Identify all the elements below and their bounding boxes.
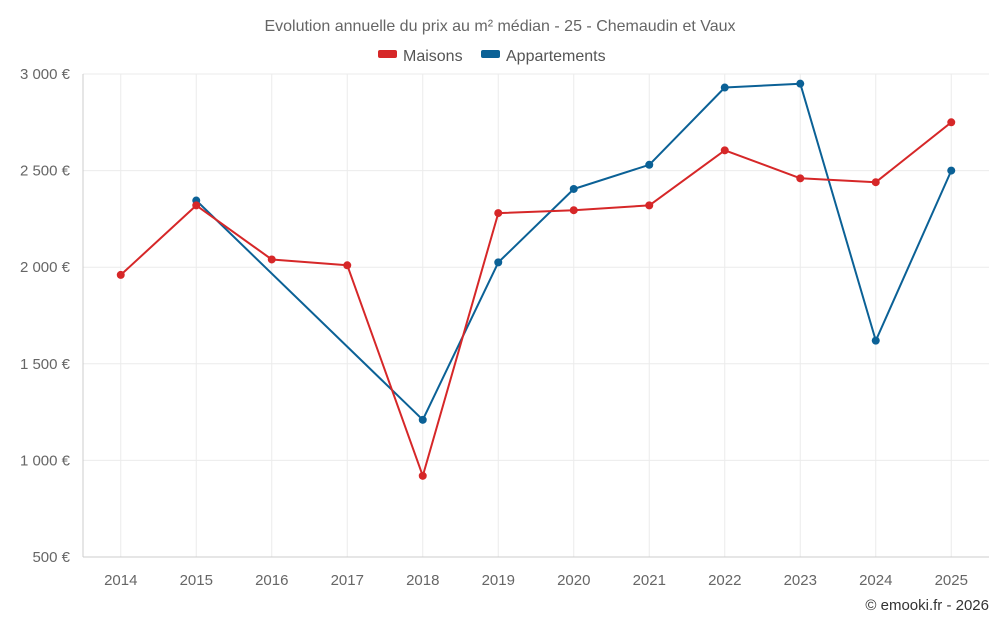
grid (83, 73, 989, 557)
legend-item-appartements[interactable]: Appartements (481, 48, 606, 65)
y-tick-label: 500 € (32, 549, 70, 566)
x-tick-label: 2015 (180, 572, 213, 589)
legend-label-appartements: Appartements (506, 48, 606, 65)
x-tick-label: 2014 (104, 572, 137, 589)
legend: Maisons Appartements (378, 48, 606, 65)
y-tick-label: 1 500 € (20, 356, 71, 373)
data-point-appartements[interactable] (871, 336, 880, 345)
credit-text: © emooki.fr - 2026 (865, 597, 989, 614)
x-tick-label: 2019 (482, 572, 515, 589)
legend-swatch-appartements (481, 50, 500, 58)
x-tick-label: 2023 (784, 572, 817, 589)
data-point-maisons[interactable] (796, 174, 805, 183)
data-point-maisons[interactable] (116, 270, 125, 279)
data-point-maisons[interactable] (494, 209, 503, 218)
x-tick-label: 2021 (633, 572, 666, 589)
x-tick-label: 2017 (331, 572, 364, 589)
data-point-appartements[interactable] (645, 160, 654, 169)
data-point-appartements[interactable] (494, 258, 503, 267)
data-point-maisons[interactable] (418, 471, 427, 480)
data-point-appartements[interactable] (796, 79, 805, 88)
data-point-maisons[interactable] (871, 178, 880, 187)
series-line-maisons (120, 121, 952, 477)
x-tick-label: 2024 (859, 572, 892, 589)
data-point-maisons[interactable] (267, 255, 276, 264)
series (116, 79, 956, 480)
y-tick-label: 1 000 € (20, 452, 71, 469)
data-point-maisons[interactable] (947, 118, 956, 127)
data-point-maisons[interactable] (645, 201, 654, 210)
x-tick-label: 2025 (935, 572, 968, 589)
y-tick-label: 2 500 € (20, 163, 71, 180)
data-point-appartements[interactable] (569, 184, 578, 193)
data-point-maisons[interactable] (192, 201, 201, 210)
data-point-maisons[interactable] (343, 261, 352, 270)
y-tick-label: 3 000 € (20, 66, 71, 83)
x-tick-label: 2018 (406, 572, 439, 589)
axes: 500 € 1 000 € 1 500 € 2 000 € 2 500 € 3 000 €… (20, 66, 989, 589)
data-point-maisons[interactable] (720, 146, 729, 155)
data-point-maisons[interactable] (569, 206, 578, 215)
x-tick-label: 2022 (708, 572, 741, 589)
data-point-appartements[interactable] (418, 415, 427, 424)
legend-label-maisons: Maisons (403, 48, 463, 65)
series-appartements (192, 79, 956, 424)
legend-item-maisons[interactable]: Maisons (378, 48, 463, 65)
x-tick-label: 2016 (255, 572, 288, 589)
data-point-appartements[interactable] (720, 83, 729, 92)
chart-title: Evolution annuelle du prix au m² médian … (264, 18, 735, 35)
y-tick-label: 2 000 € (20, 259, 71, 276)
series-maisons (116, 118, 956, 480)
x-tick-label: 2020 (557, 572, 590, 589)
legend-swatch-maisons (378, 50, 397, 58)
data-point-appartements[interactable] (947, 166, 956, 175)
